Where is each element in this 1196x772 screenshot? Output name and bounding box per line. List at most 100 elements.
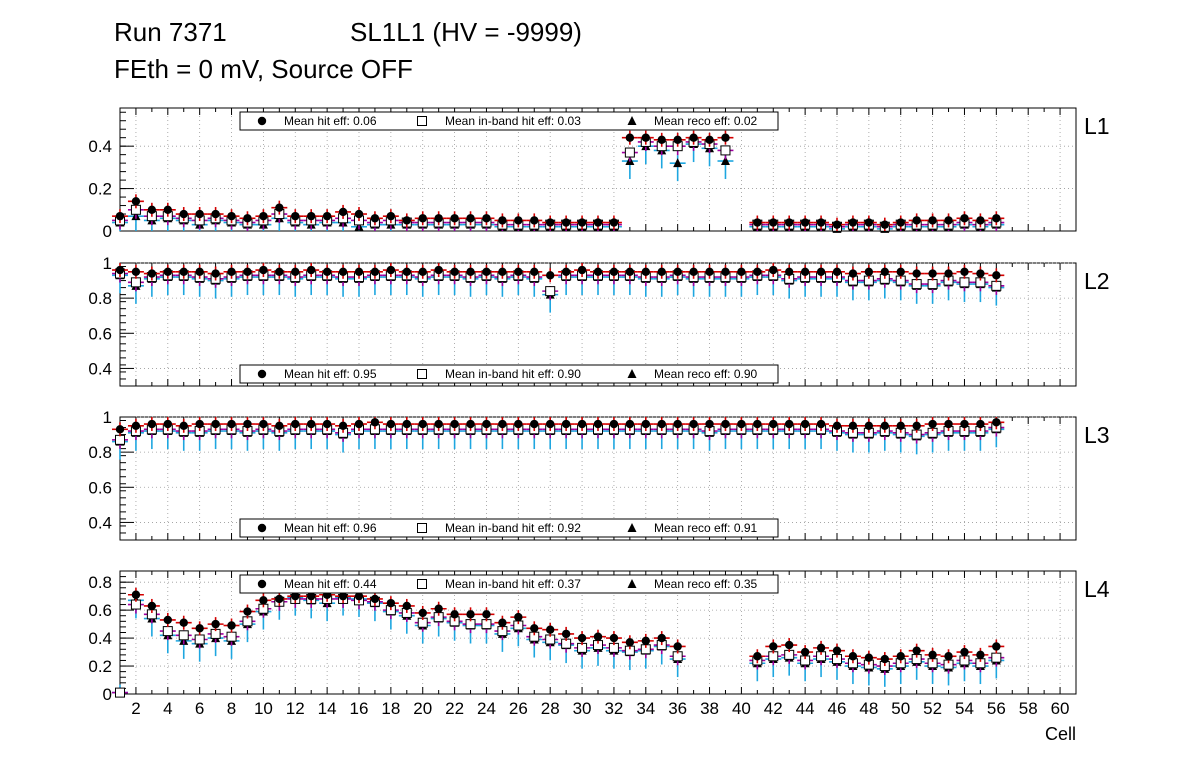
hit-point <box>940 266 957 281</box>
hit-marker <box>163 267 172 276</box>
y-tick-label: 0.8 <box>88 573 112 592</box>
hit-point <box>159 612 176 627</box>
inband-marker <box>624 147 635 158</box>
hit-marker <box>641 133 650 142</box>
hit-point <box>207 617 224 632</box>
hit-point <box>605 215 622 230</box>
legend-reco-marker <box>627 116 637 125</box>
hit-point <box>159 264 176 279</box>
hit-marker <box>530 267 539 276</box>
y-tick-label: 0 <box>103 685 112 704</box>
hit-point <box>239 417 256 432</box>
hit-marker <box>737 419 746 429</box>
hit-point <box>797 215 814 230</box>
hit-marker <box>928 650 937 660</box>
inband-point <box>112 687 128 698</box>
x-tick-label: 50 <box>891 699 910 718</box>
run-title: Run 7371 <box>114 17 227 47</box>
hit-marker <box>848 421 858 430</box>
hit-point <box>255 593 272 608</box>
hit-point <box>414 417 431 432</box>
hit-marker <box>912 269 921 278</box>
hit-marker <box>864 267 874 276</box>
hit-point <box>749 649 766 664</box>
hit-point <box>382 263 399 278</box>
hit-marker <box>338 591 348 601</box>
legend-inband-marker <box>417 523 427 533</box>
hit-marker <box>386 419 396 429</box>
hit-marker <box>753 218 762 227</box>
hit-marker <box>864 421 874 430</box>
hit-marker <box>832 646 842 655</box>
hit-marker <box>944 652 953 661</box>
hit-point <box>239 264 256 279</box>
hit-point <box>908 418 925 433</box>
legend-hit-marker <box>257 116 267 126</box>
inband-marker <box>194 634 205 645</box>
data-points <box>112 587 1005 698</box>
hit-marker <box>816 218 826 227</box>
hit-point <box>462 607 479 622</box>
hit-point <box>574 215 591 230</box>
y-tick-label: 0.6 <box>88 478 112 497</box>
inband-marker <box>545 286 556 297</box>
hit-marker <box>689 267 698 276</box>
hit-point <box>797 645 814 660</box>
hit-point <box>749 417 766 432</box>
hit-marker <box>291 211 300 221</box>
inband-marker <box>927 279 938 290</box>
y-tick-label: 0.8 <box>88 443 112 462</box>
hit-marker <box>593 632 603 641</box>
hit-point <box>223 209 240 224</box>
y-tick-label: 0.4 <box>88 513 112 532</box>
hit-point <box>860 215 877 230</box>
hit-marker <box>864 653 874 662</box>
hit-point <box>446 264 463 279</box>
hit-point <box>271 591 288 606</box>
legend-inband-label: Mean in-band hit eff: 0.37 <box>445 577 581 591</box>
hit-marker <box>498 216 507 225</box>
hit-marker <box>530 624 539 633</box>
hit-point <box>526 417 543 432</box>
hit-point <box>143 417 160 432</box>
hit-point <box>956 645 973 660</box>
hit-marker <box>227 211 236 221</box>
hit-marker <box>322 211 332 221</box>
hit-point <box>844 649 861 664</box>
hit-marker <box>514 267 523 276</box>
hit-point <box>988 268 1005 283</box>
hit-point <box>908 266 925 281</box>
hit-point <box>303 209 320 224</box>
hit-marker <box>960 214 969 223</box>
hit-point <box>143 266 160 281</box>
hit-marker <box>530 216 539 225</box>
x-tick-label: 12 <box>286 699 305 718</box>
hit-point <box>669 417 686 432</box>
hit-marker <box>960 647 969 657</box>
hit-marker <box>928 269 937 278</box>
hit-point <box>637 130 654 145</box>
inband-marker <box>959 277 970 288</box>
hit-point <box>239 604 256 619</box>
superlayer-title: SL1L1 (HV = -9999) <box>350 17 582 47</box>
hit-marker <box>785 640 794 650</box>
hit-marker <box>992 418 1001 427</box>
hit-marker <box>402 267 411 276</box>
hit-marker <box>912 421 921 430</box>
hit-marker <box>832 220 842 229</box>
y-tick-label: 0.6 <box>88 601 112 620</box>
hit-point <box>860 418 877 433</box>
hit-point <box>685 417 702 432</box>
hit-marker <box>721 267 730 276</box>
y-tick-label: 0.4 <box>88 629 112 648</box>
x-tick-label: 16 <box>350 699 369 718</box>
hit-marker <box>275 267 284 276</box>
hit-point <box>749 215 766 230</box>
hit-marker <box>593 419 603 429</box>
layer-label-l1: L1 <box>1084 113 1110 139</box>
hit-marker <box>482 419 491 429</box>
data-points <box>112 417 1005 460</box>
hit-marker <box>243 419 252 429</box>
x-tick-label: 60 <box>1051 699 1070 718</box>
hit-marker <box>657 419 666 429</box>
